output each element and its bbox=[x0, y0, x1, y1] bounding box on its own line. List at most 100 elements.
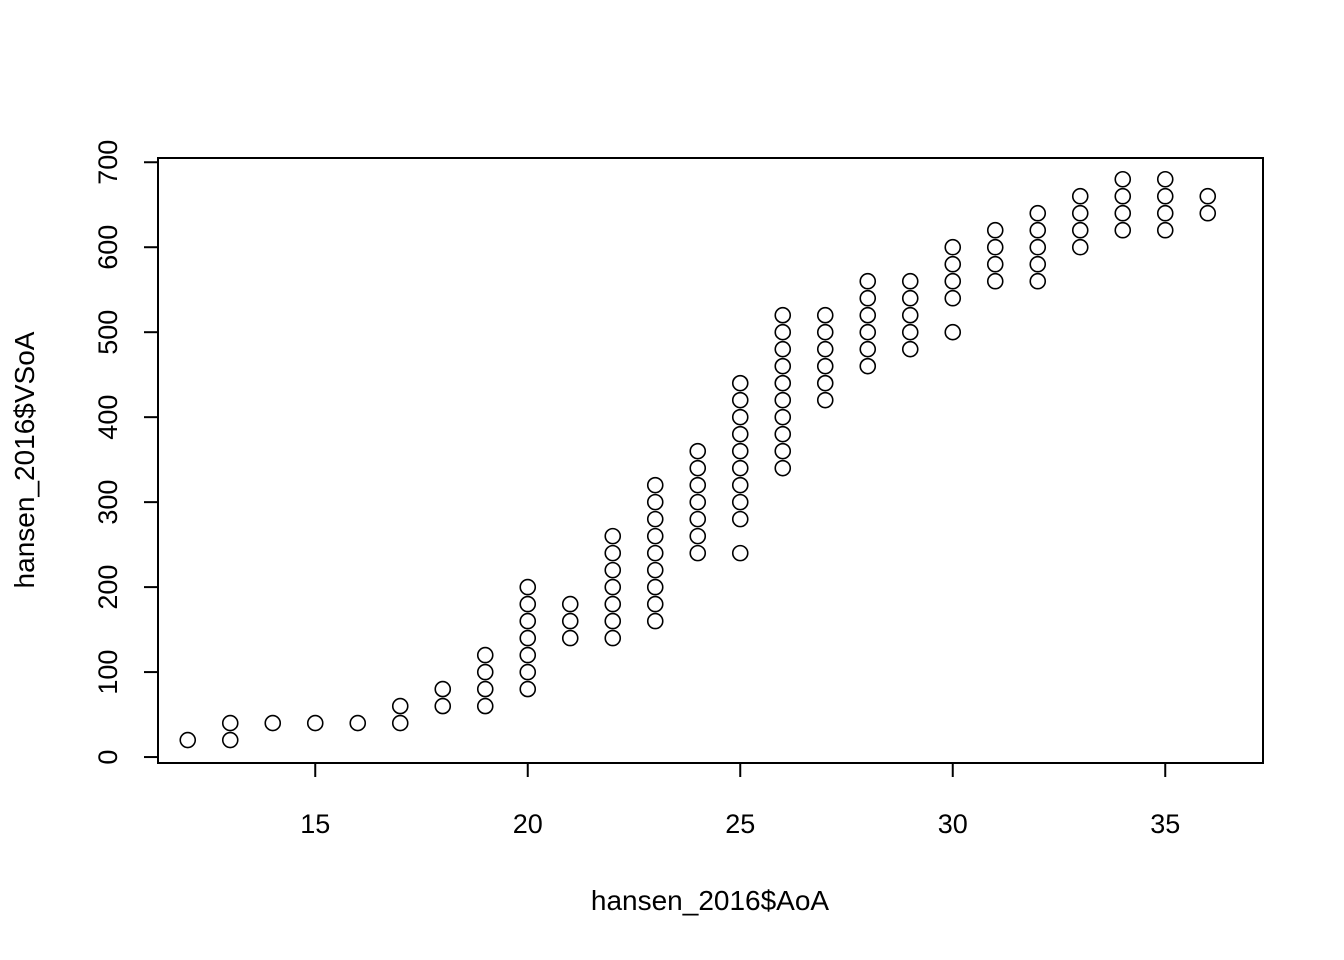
data-point bbox=[1030, 274, 1045, 289]
data-points bbox=[180, 172, 1215, 748]
data-point bbox=[775, 393, 790, 408]
data-point bbox=[860, 325, 875, 340]
data-point bbox=[605, 529, 620, 544]
data-point bbox=[775, 376, 790, 391]
data-point bbox=[1030, 240, 1045, 255]
data-point bbox=[563, 631, 578, 646]
data-point bbox=[648, 529, 663, 544]
data-point bbox=[860, 308, 875, 323]
data-point bbox=[733, 461, 748, 476]
data-point bbox=[775, 308, 790, 323]
data-point bbox=[393, 699, 408, 714]
data-point bbox=[775, 427, 790, 442]
data-point bbox=[903, 274, 918, 289]
y-tick-label: 500 bbox=[93, 310, 123, 355]
plot-frame bbox=[158, 158, 1263, 763]
data-point bbox=[563, 614, 578, 629]
data-point bbox=[988, 223, 1003, 238]
data-point bbox=[223, 716, 238, 731]
data-point bbox=[733, 393, 748, 408]
data-point bbox=[265, 716, 280, 731]
data-point bbox=[818, 359, 833, 374]
y-axis: 0 100 200 300 400 500 600 700 bbox=[93, 140, 158, 765]
data-point bbox=[945, 257, 960, 272]
data-point bbox=[648, 597, 663, 612]
data-point bbox=[1030, 206, 1045, 221]
data-point bbox=[1115, 223, 1130, 238]
data-point bbox=[1030, 223, 1045, 238]
data-point bbox=[733, 376, 748, 391]
data-point bbox=[775, 410, 790, 425]
data-point bbox=[988, 274, 1003, 289]
y-tick-label: 600 bbox=[93, 225, 123, 270]
x-tick-label: 15 bbox=[300, 809, 330, 839]
data-point bbox=[775, 461, 790, 476]
y-tick-label: 100 bbox=[93, 650, 123, 695]
data-point bbox=[860, 342, 875, 357]
data-point bbox=[605, 597, 620, 612]
data-point bbox=[775, 444, 790, 459]
data-point bbox=[903, 291, 918, 306]
data-point bbox=[1158, 223, 1173, 238]
data-point bbox=[648, 478, 663, 493]
data-point bbox=[818, 325, 833, 340]
data-point bbox=[605, 546, 620, 561]
data-point bbox=[945, 274, 960, 289]
data-point bbox=[945, 291, 960, 306]
data-point bbox=[818, 393, 833, 408]
data-point bbox=[860, 359, 875, 374]
data-point bbox=[690, 546, 705, 561]
data-point bbox=[563, 597, 578, 612]
data-point bbox=[733, 478, 748, 493]
data-point bbox=[648, 614, 663, 629]
data-point bbox=[520, 631, 535, 646]
data-point bbox=[350, 716, 365, 731]
x-axis-title: hansen_2016$AoA bbox=[591, 885, 830, 916]
data-point bbox=[180, 733, 195, 748]
data-point bbox=[605, 614, 620, 629]
data-point bbox=[1158, 206, 1173, 221]
x-tick-label: 20 bbox=[513, 809, 543, 839]
data-point bbox=[605, 580, 620, 595]
data-point bbox=[478, 665, 493, 680]
data-point bbox=[478, 682, 493, 697]
data-point bbox=[520, 614, 535, 629]
data-point bbox=[308, 716, 323, 731]
data-point bbox=[945, 240, 960, 255]
y-axis-title: hansen_2016$VSoA bbox=[9, 331, 40, 588]
x-tick-label: 25 bbox=[725, 809, 755, 839]
data-point bbox=[520, 580, 535, 595]
data-point bbox=[435, 682, 450, 697]
data-point bbox=[520, 682, 535, 697]
data-point bbox=[1158, 189, 1173, 204]
data-point bbox=[648, 495, 663, 510]
data-point bbox=[605, 563, 620, 578]
y-tick-label: 0 bbox=[93, 750, 123, 765]
data-point bbox=[775, 325, 790, 340]
data-point bbox=[860, 291, 875, 306]
data-point bbox=[860, 274, 875, 289]
data-point bbox=[1115, 189, 1130, 204]
data-point bbox=[988, 240, 1003, 255]
data-point bbox=[1073, 206, 1088, 221]
data-point bbox=[223, 733, 238, 748]
data-point bbox=[648, 580, 663, 595]
y-tick-label: 400 bbox=[93, 395, 123, 440]
x-axis: 15 20 25 30 35 bbox=[300, 763, 1180, 839]
data-point bbox=[435, 699, 450, 714]
data-point bbox=[733, 512, 748, 527]
y-tick-label: 300 bbox=[93, 480, 123, 525]
data-point bbox=[690, 444, 705, 459]
data-point bbox=[648, 512, 663, 527]
data-point bbox=[478, 699, 493, 714]
data-point bbox=[903, 342, 918, 357]
data-point bbox=[733, 546, 748, 561]
data-point bbox=[478, 648, 493, 663]
data-point bbox=[520, 597, 535, 612]
data-point bbox=[648, 546, 663, 561]
data-point bbox=[520, 648, 535, 663]
data-point bbox=[818, 342, 833, 357]
data-point bbox=[648, 563, 663, 578]
data-point bbox=[903, 308, 918, 323]
